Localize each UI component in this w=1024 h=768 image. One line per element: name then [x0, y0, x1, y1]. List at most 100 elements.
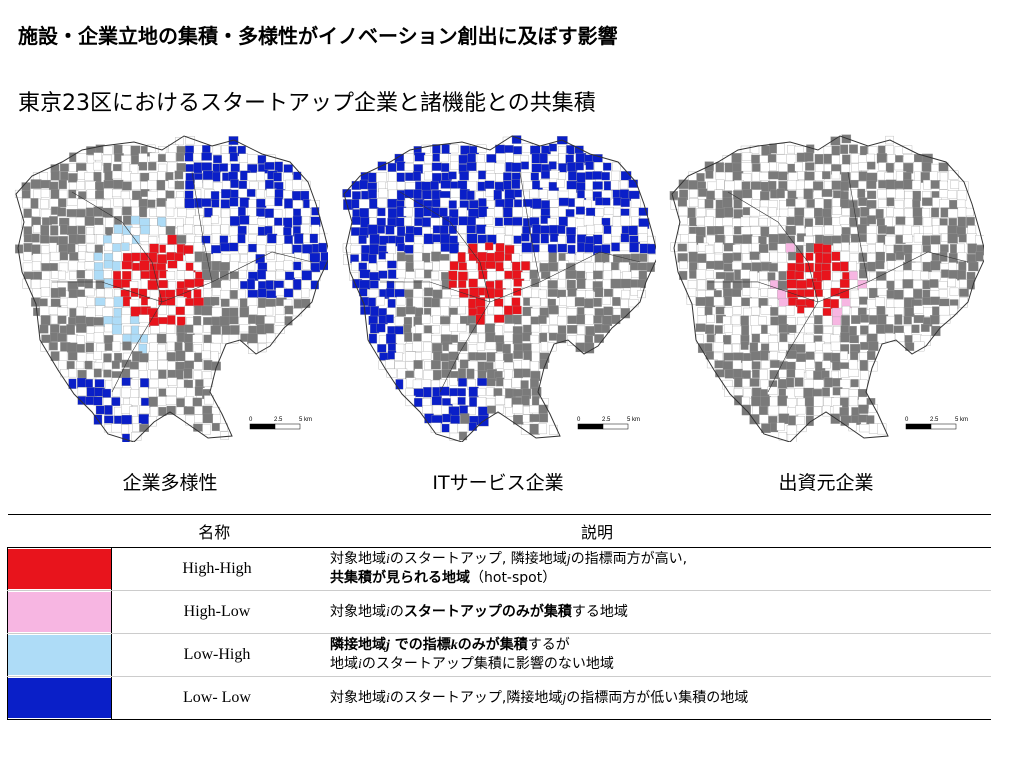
map-cell: [751, 306, 760, 316]
map-cell: [714, 189, 723, 199]
ward-boundary: [767, 301, 819, 393]
map-cell: [778, 379, 788, 389]
map-cell: [504, 369, 513, 380]
map-cell: [431, 415, 443, 424]
map-cell: [557, 289, 567, 298]
map-cell: [760, 226, 770, 238]
map-cell: [193, 370, 202, 380]
map-cell: [866, 215, 877, 225]
map-cell: [841, 134, 852, 144]
legend-description-segment: j: [386, 638, 390, 653]
map-cell: [715, 208, 725, 219]
map-cell: [511, 162, 522, 173]
map-cell: [911, 270, 922, 280]
map-cell: [620, 171, 632, 181]
map-cell: [523, 181, 534, 190]
map-cell: [741, 152, 753, 161]
map-cell: [696, 173, 705, 182]
map-cell: [957, 269, 967, 281]
map-cell: [457, 225, 468, 234]
map-cell: [165, 297, 176, 306]
map-cell: [450, 314, 461, 325]
map-cell: [149, 406, 159, 417]
map-cell: [814, 154, 824, 165]
map-cell: [59, 224, 68, 235]
map-cell: [603, 207, 614, 215]
map-cell: [759, 369, 768, 380]
map-cell: [476, 397, 487, 408]
map-cell: [58, 189, 68, 199]
map-cell: [468, 333, 478, 343]
map-cell: [679, 215, 688, 225]
map-cell: [396, 269, 406, 279]
map-cell: [148, 396, 158, 407]
map-cell: [867, 190, 877, 200]
map-cell: [957, 207, 967, 218]
map-cell: [511, 253, 520, 263]
map-cell: [238, 245, 248, 254]
map-cell: [894, 162, 904, 171]
map-cell: [804, 289, 815, 298]
map-cell: [150, 325, 161, 334]
map-cell: [913, 315, 925, 324]
ward-outline: [671, 135, 984, 442]
map-cell: [284, 279, 294, 289]
map-cell: [696, 269, 707, 280]
map-cell: [229, 197, 239, 207]
map-cell: [698, 188, 708, 197]
map-cell: [449, 217, 459, 226]
map-cell: [557, 315, 567, 326]
map-cell: [532, 198, 542, 209]
map-cell: [805, 415, 814, 426]
map-cell: [423, 387, 432, 398]
map-cell: [759, 271, 769, 280]
legend-description-line: 隣接地域j での指標kのみが集積するが: [330, 636, 991, 655]
map-cell: [929, 279, 939, 288]
map-cell: [486, 154, 497, 164]
map-cell: [111, 233, 123, 244]
map-cell: [558, 172, 566, 181]
map-cell: [949, 305, 958, 315]
legend-row: High-High 対象地域iのスタートアップ, 隣接地域jの指標両方が高い, 共集…: [7, 547, 991, 591]
map-cell: [41, 270, 51, 281]
map-cell: [956, 199, 966, 208]
map-cell: [397, 243, 405, 252]
map-cell: [769, 396, 779, 408]
map-cell: [113, 224, 123, 234]
map-cell: [440, 197, 450, 208]
map-cell: [822, 289, 831, 299]
map-cell: [638, 207, 649, 216]
map-cell: [875, 209, 884, 220]
map-cell: [431, 251, 441, 262]
map-cell: [760, 396, 771, 407]
map-cell: [592, 171, 603, 180]
map-cell: [468, 386, 479, 397]
map-cell: [931, 325, 941, 337]
map-cell: [94, 379, 105, 388]
map-cell: [830, 299, 839, 309]
map-cell: [512, 305, 522, 315]
map-cell: [511, 377, 522, 388]
map-cell: [230, 163, 240, 173]
map-cell: [301, 288, 310, 298]
map-cell: [93, 396, 103, 406]
map-cell: [557, 225, 566, 234]
map-cell: [805, 162, 815, 171]
map-cell: [84, 261, 95, 270]
map-cell: [486, 200, 495, 209]
map-cell: [210, 351, 219, 362]
ward-boundary: [191, 171, 213, 283]
map-cell: [841, 242, 850, 251]
map-cell: [30, 198, 39, 209]
map-cell: [139, 260, 150, 271]
map-cell: [458, 207, 468, 218]
map-cell: [858, 404, 869, 414]
map-cell: [875, 297, 885, 307]
map-cell: [68, 317, 77, 326]
legend-description: 対象地域iのスタートアップのみが集積する地域: [322, 590, 991, 634]
map-cell: [77, 396, 87, 405]
scale-bar-label: 0: [249, 417, 253, 423]
map-cell: [876, 153, 887, 164]
map-cell: [301, 279, 312, 291]
map-cell: [731, 334, 741, 344]
